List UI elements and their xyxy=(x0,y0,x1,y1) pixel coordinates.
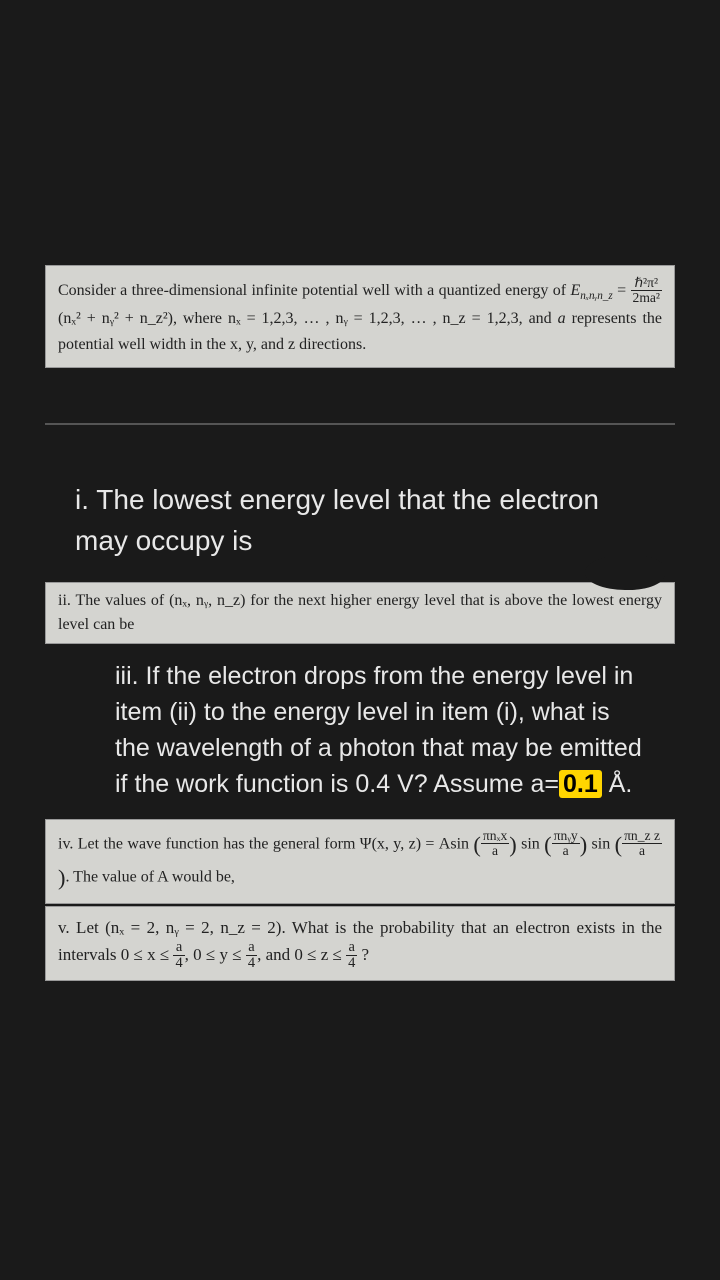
q3-post: Å. xyxy=(602,770,633,798)
q5-tail: ? xyxy=(357,945,369,964)
problem-setup-box: Consider a three-dimensional infinite po… xyxy=(45,265,675,368)
q4-f1-num: πnₓx xyxy=(481,829,509,844)
q5-frac1: a4 xyxy=(173,940,184,972)
energy-subscript: nₓnᵧn_z xyxy=(580,290,613,302)
top-spacer xyxy=(0,0,720,265)
q4-frac3: πn_z za xyxy=(622,829,662,859)
q5-f2d: 4 xyxy=(246,956,257,972)
q4-mid1: sin xyxy=(517,835,544,852)
q5-frac3: a4 xyxy=(346,940,357,972)
frac-den: 2ma² xyxy=(631,291,662,307)
question-4-box: iv. Let the wave function has the genera… xyxy=(45,819,675,904)
page-container: Consider a three-dimensional infinite po… xyxy=(0,0,720,1280)
q4-f3-den: a xyxy=(622,844,662,860)
q5-m2: , and 0 ≤ z ≤ xyxy=(257,945,346,964)
q4-mid2: sin xyxy=(587,835,614,852)
redaction-scribble xyxy=(585,555,665,590)
question-3: iii. If the electron drops from the ener… xyxy=(45,644,675,817)
q2-text: ii. The values of (nₓ, nᵧ, n_z) for the … xyxy=(58,592,662,633)
q4-f1-den: a xyxy=(481,844,509,860)
rparen-1: ) xyxy=(509,832,516,857)
energy-fraction: ℏ²π²2ma² xyxy=(631,276,662,306)
q5-m1: , 0 ≤ y ≤ xyxy=(185,945,246,964)
q4-f2-den: a xyxy=(552,844,580,860)
q4-frac2: πnᵧya xyxy=(552,829,580,859)
q5-frac2: a4 xyxy=(246,940,257,972)
energy-symbol: E xyxy=(570,282,580,299)
a-symbol: a xyxy=(558,310,566,327)
sum-expression: (nₓ² + nᵧ² + n_z²), where nₓ = 1,2,3, … … xyxy=(58,310,558,327)
question-5-box: v. Let (nₓ = 2, nᵧ = 2, n_z = 2). What i… xyxy=(45,906,675,981)
question-2-box: ii. The values of (nₓ, nᵧ, n_z) for the … xyxy=(45,582,675,644)
q4-f2-num: πnᵧy xyxy=(552,829,580,844)
lparen-1: ( xyxy=(473,832,480,857)
q5-f1n: a xyxy=(173,940,184,955)
q4-tail: . The value of A would be, xyxy=(65,869,234,886)
lparen-2: ( xyxy=(544,832,551,857)
equals: = xyxy=(613,282,631,299)
q5-f3n: a xyxy=(346,940,357,955)
lparen-3: ( xyxy=(615,832,622,857)
q3-highlight-value: 0.1 xyxy=(559,770,602,798)
frac-num: ℏ²π² xyxy=(631,276,662,291)
q5-f3d: 4 xyxy=(346,956,357,972)
q5-f1d: 4 xyxy=(173,956,184,972)
question-1: i. The lowest energy level that the elec… xyxy=(45,423,675,579)
q4-f3-num: πn_z z xyxy=(622,829,662,844)
q5-f2n: a xyxy=(246,940,257,955)
q1-text: i. The lowest energy level that the elec… xyxy=(75,484,599,556)
q4-frac1: πnₓxa xyxy=(481,829,509,859)
setup-line1-pre: Consider a three-dimensional infinite po… xyxy=(58,282,570,299)
q4-pre: iv. Let the wave function has the genera… xyxy=(58,835,473,852)
